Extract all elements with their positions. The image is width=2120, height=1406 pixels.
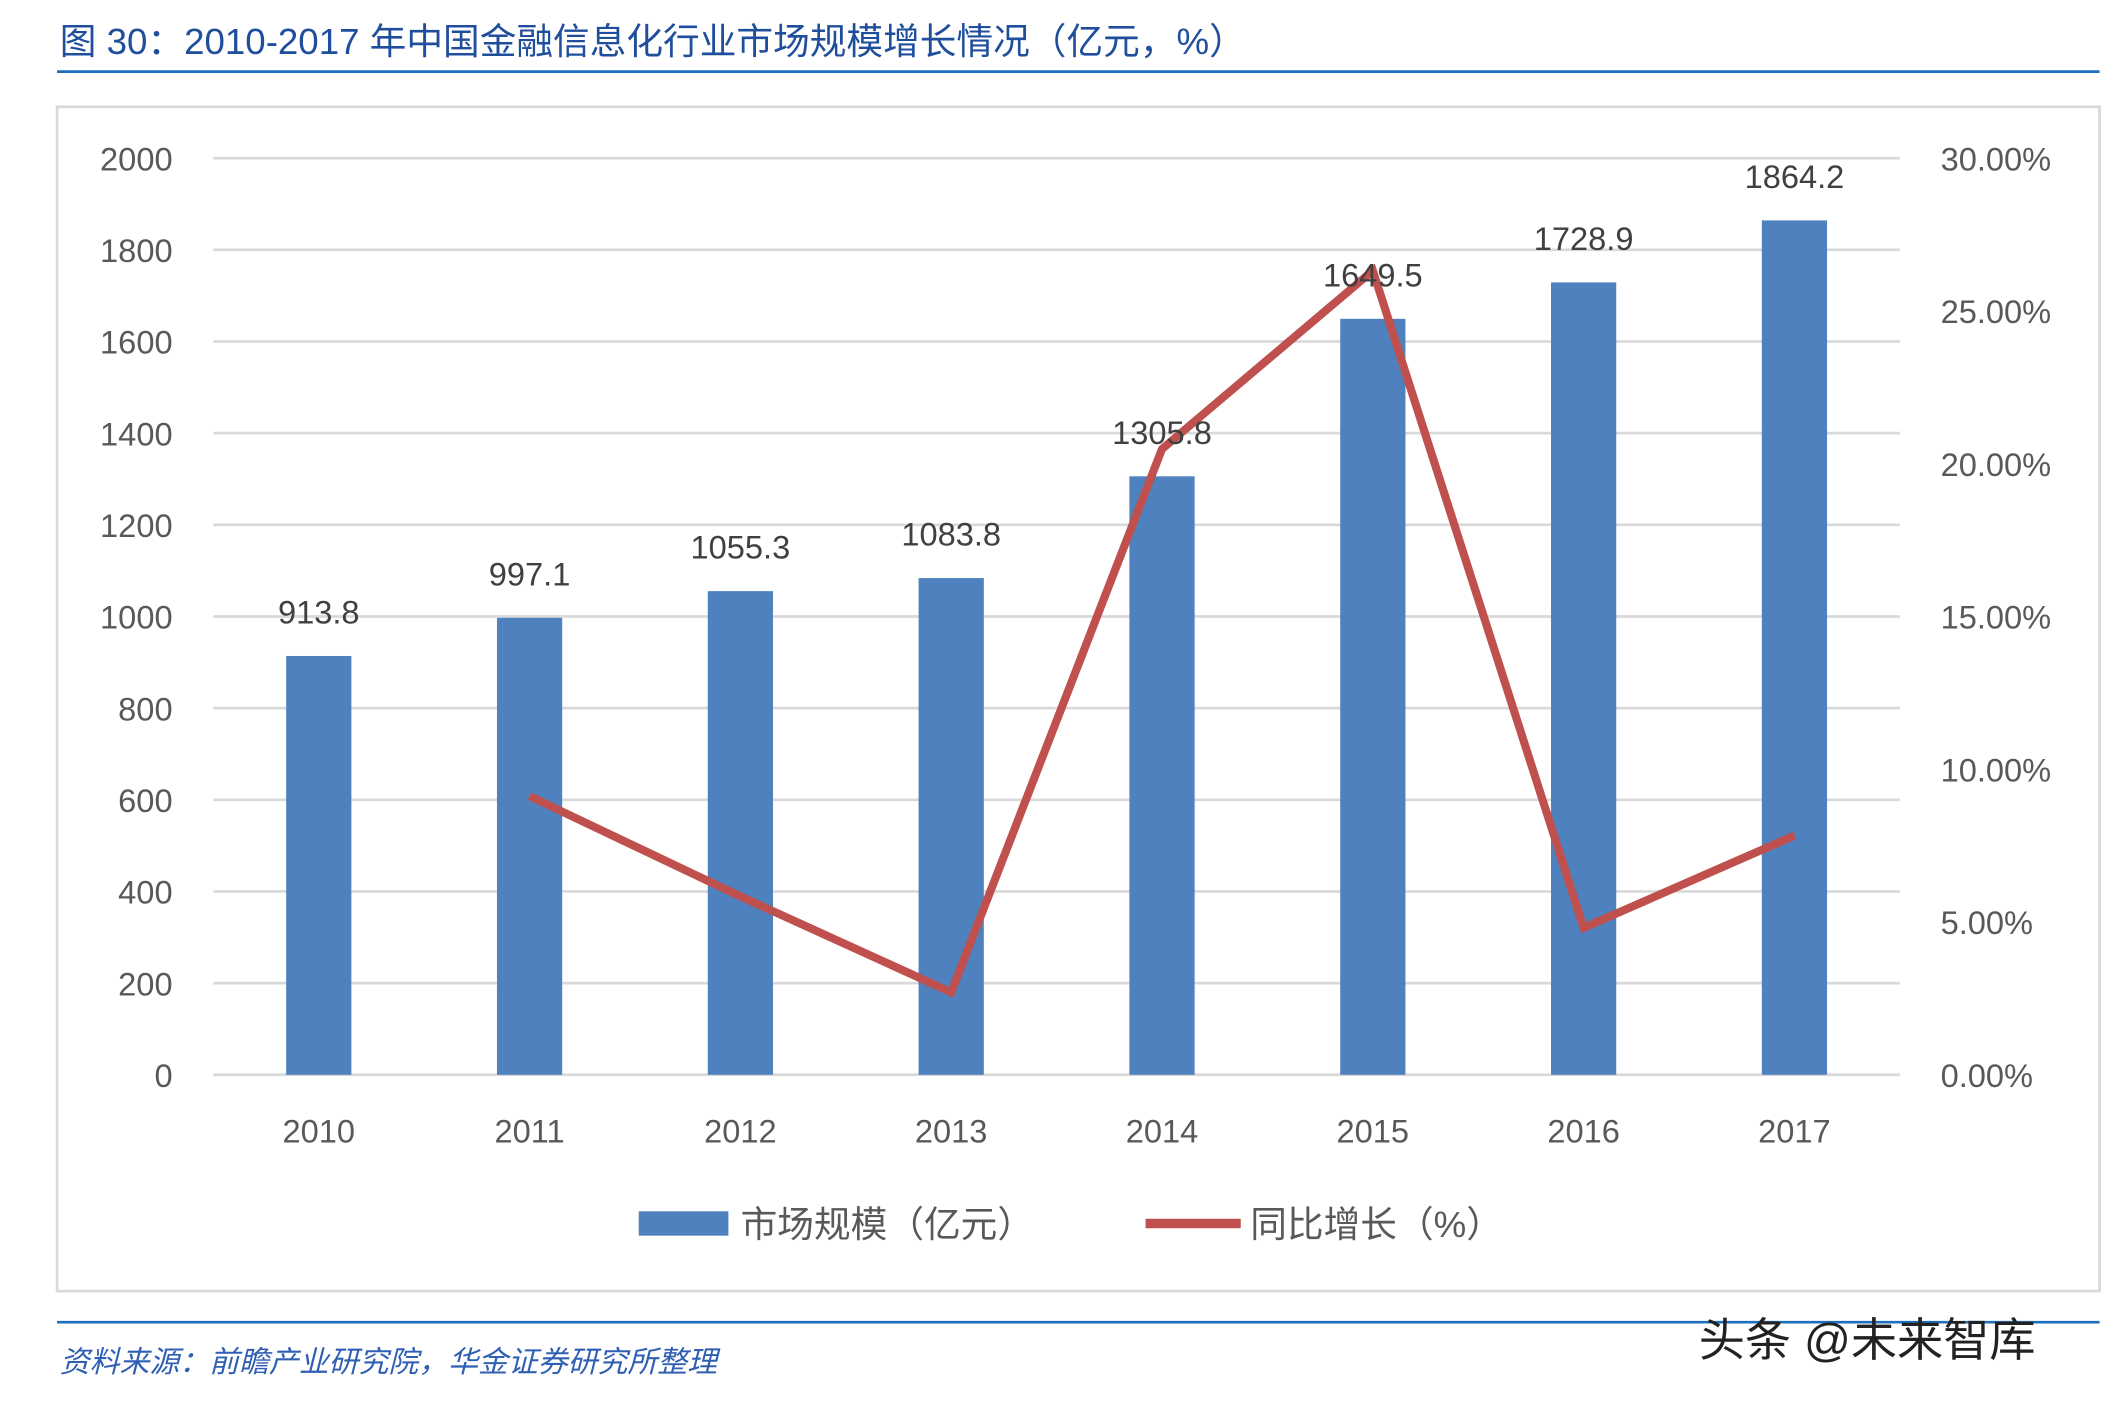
bar-data-label: 1728.9 — [1534, 221, 1634, 257]
source-note: 资料来源：前瞻产业研究院，华金证券研究所整理 — [60, 1346, 721, 1379]
y-left-tick-label: 1600 — [100, 325, 173, 361]
x-tick-label: 2017 — [1758, 1113, 1831, 1149]
bar-2010 — [286, 655, 352, 1075]
y-left-tick-label: 1000 — [100, 600, 173, 636]
y-left-tick-label: 2000 — [100, 141, 173, 177]
y-right-tick-label: 20.00% — [1941, 447, 2052, 483]
watermark: 头条 @未来智库 — [1699, 1314, 2036, 1366]
y-left-tick-label: 1400 — [100, 416, 173, 452]
x-tick-label: 2014 — [1126, 1113, 1199, 1149]
x-tick-label: 2011 — [495, 1113, 565, 1149]
y-right-tick-label: 10.00% — [1941, 752, 2052, 788]
bar-2016 — [1551, 282, 1617, 1075]
y-left-tick-label: 200 — [118, 966, 172, 1002]
y-right-tick-label: 5.00% — [1941, 905, 2033, 941]
x-tick-label: 2013 — [915, 1113, 988, 1149]
bar-data-label: 1305.8 — [1112, 415, 1212, 451]
bar-2017 — [1761, 220, 1828, 1075]
legend: 市场规模（亿元） 同比增长（%） — [638, 1204, 1503, 1245]
y-right-tick-label: 25.00% — [1941, 294, 2052, 330]
x-tick-label: 2010 — [282, 1113, 355, 1149]
legend-label-line: 同比增长（%） — [1250, 1204, 1503, 1245]
legend-label-bar: 市场规模（亿元） — [741, 1204, 1034, 1245]
bar-data-label: 997.1 — [489, 556, 571, 592]
y-left-tick-label: 0 — [154, 1058, 172, 1094]
x-tick-label: 2016 — [1547, 1113, 1620, 1149]
y-right-tick-label: 0.00% — [1941, 1058, 2033, 1094]
bar-2015 — [1340, 318, 1406, 1075]
bar-2011 — [496, 617, 563, 1075]
y-right-tick-label: 30.00% — [1941, 141, 2052, 177]
x-tick-label: 2015 — [1337, 1113, 1410, 1149]
y-left-tick-label: 1800 — [100, 233, 173, 269]
bar-data-label: 1649.5 — [1323, 257, 1423, 293]
y-right-tick-label: 15.00% — [1941, 600, 2052, 636]
y-left-tick-label: 1200 — [100, 508, 173, 544]
bar-2012 — [707, 591, 774, 1075]
bar-data-label: 1864.2 — [1745, 159, 1845, 195]
bar-data-label: 913.8 — [278, 595, 360, 631]
bar-data-label: 1055.3 — [691, 530, 791, 566]
bar-2013 — [918, 578, 984, 1075]
figure-title: 图 30：2010-2017 年中国金融信息化行业市场规模增长情况（亿元，%） — [60, 21, 1246, 62]
legend-swatch-bar — [638, 1211, 729, 1236]
chart-frame — [55, 105, 2101, 1293]
y-left-tick-label: 800 — [118, 691, 172, 727]
x-tick-label: 2012 — [704, 1113, 777, 1149]
bar-2014 — [1129, 476, 1195, 1075]
y-left-tick-label: 600 — [118, 783, 172, 819]
y-left-tick-label: 400 — [118, 875, 172, 911]
bar-data-label: 1083.8 — [901, 517, 1001, 553]
